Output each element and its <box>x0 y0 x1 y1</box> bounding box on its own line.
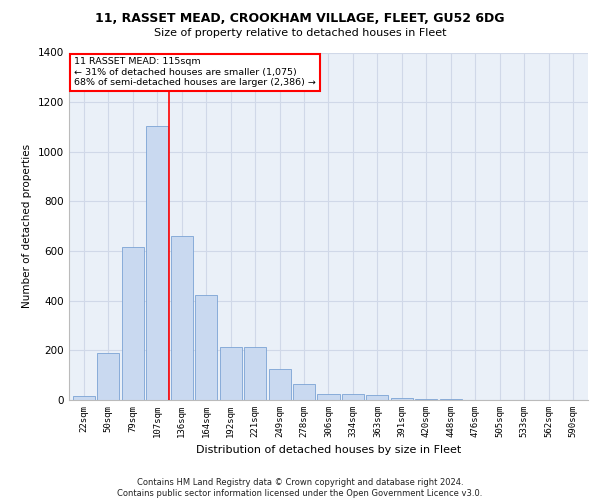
Bar <box>317 394 340 400</box>
Bar <box>170 236 193 400</box>
Text: 11 RASSET MEAD: 115sqm
← 31% of detached houses are smaller (1,075)
68% of semi-: 11 RASSET MEAD: 115sqm ← 31% of detached… <box>74 58 316 88</box>
Bar <box>269 369 290 400</box>
Bar <box>244 346 266 400</box>
Text: Size of property relative to detached houses in Fleet: Size of property relative to detached ho… <box>154 28 446 38</box>
Text: Contains HM Land Registry data © Crown copyright and database right 2024.
Contai: Contains HM Land Registry data © Crown c… <box>118 478 482 498</box>
Bar <box>195 294 217 400</box>
Bar <box>415 399 437 400</box>
Bar <box>146 126 168 400</box>
X-axis label: Distribution of detached houses by size in Fleet: Distribution of detached houses by size … <box>196 446 461 456</box>
Bar <box>367 395 388 400</box>
Bar <box>293 384 315 400</box>
Text: 11, RASSET MEAD, CROOKHAM VILLAGE, FLEET, GU52 6DG: 11, RASSET MEAD, CROOKHAM VILLAGE, FLEET… <box>95 12 505 26</box>
Bar <box>391 398 413 400</box>
Bar <box>73 396 95 400</box>
Bar <box>122 248 143 400</box>
Bar <box>97 353 119 400</box>
Y-axis label: Number of detached properties: Number of detached properties <box>22 144 32 308</box>
Bar <box>220 346 242 400</box>
Bar <box>342 394 364 400</box>
Bar <box>440 399 462 400</box>
